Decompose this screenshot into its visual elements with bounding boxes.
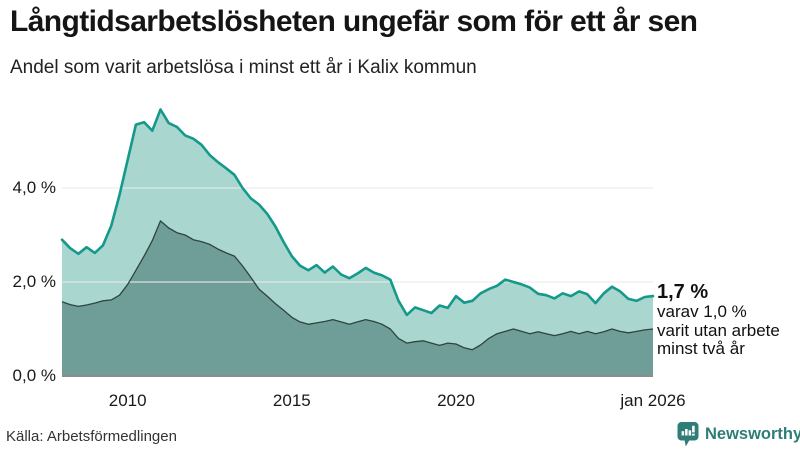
annotation-detail-3: minst två år <box>657 339 745 358</box>
line-one-year <box>60 108 655 317</box>
x-tick-label: 2010 <box>108 391 147 410</box>
line-two-years <box>61 220 654 351</box>
area-two-years <box>62 220 653 376</box>
chart-subtitle: Andel som varit arbetslösa i minst ett å… <box>10 57 477 78</box>
newsworthy-bubble-icon <box>677 422 699 447</box>
x-tick-label: jan 2026 <box>620 391 686 410</box>
annotation-detail-2: varit utan arbete <box>657 320 780 340</box>
y-tick-label: 2,0 % <box>12 272 56 291</box>
annotation-detail-1: varav 1,0 % <box>657 302 747 321</box>
x-tick-label: 2015 <box>272 391 311 410</box>
annotation-value: 1,7 % <box>657 281 709 303</box>
y-tick-label: 4,0 % <box>12 178 56 197</box>
newsworthy-logo: Newsworthy <box>676 421 800 448</box>
source-credit: Källa: Arbetsförmedlingen <box>6 428 177 445</box>
y-tick-label: 0,0 % <box>12 366 56 385</box>
end-value-annotation: 1,7 % varav 1,0 % varit utan arbete mins… <box>657 281 780 359</box>
page-title: Långtidsarbetslösheten ungefär som för e… <box>10 5 698 38</box>
brand-name: Newsworthy <box>705 425 800 443</box>
x-tick-label: 2020 <box>437 391 475 410</box>
